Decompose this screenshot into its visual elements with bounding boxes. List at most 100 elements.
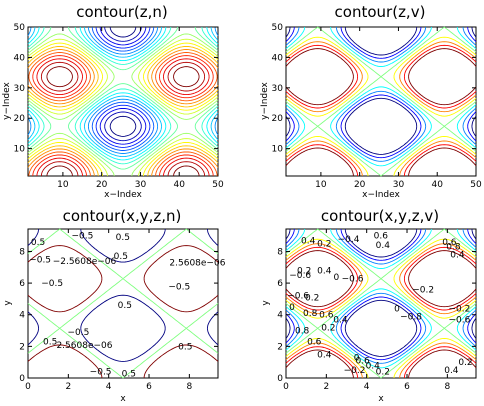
x-tick-label: 8: [186, 382, 192, 392]
contour-level: [285, 246, 477, 379]
x-tick-label: 6: [404, 382, 410, 392]
plot-frame: [285, 26, 477, 177]
contour-label: 0.2: [458, 358, 472, 368]
contour-level: [27, 26, 219, 165]
contour-label: 0.8: [295, 327, 310, 337]
contour-level: [27, 26, 219, 158]
contour-label: 0.6: [442, 238, 457, 248]
y-tick-label: 10: [14, 145, 26, 155]
contour-lines: [285, 26, 477, 177]
y-tick-label: 40: [272, 53, 284, 63]
x-tick-label: 10: [315, 180, 327, 190]
x-tick-label: 4: [106, 382, 112, 392]
contour-label: 0.6: [374, 232, 389, 242]
contour-lines: [27, 26, 219, 177]
y-tick-label: 30: [14, 84, 26, 94]
contour-level: [109, 26, 137, 137]
contour-label: 0.5: [43, 338, 57, 348]
contour-level: [28, 52, 218, 177]
contour-level: [285, 36, 477, 177]
contour-level: [285, 41, 477, 177]
contour-label: 0.5: [118, 301, 132, 311]
x-tick-label: 20: [96, 180, 108, 190]
panel-contour-x-y-z-n: contour(x,y,z,n) 0 2 4 6 8 0 2 4 6 8 −0.5 0.5 0.5 −0…: [3, 207, 226, 404]
contour-level: [27, 45, 219, 177]
contour-label: −0.6: [287, 292, 309, 302]
contour-level: [27, 26, 219, 161]
contour-level: [27, 38, 219, 177]
contour-label: −0.8: [400, 312, 422, 322]
contour-label: −2.5608e−06: [53, 257, 117, 267]
contour-label: 2.5608e−06: [56, 341, 112, 351]
x-tick-label: 10: [57, 180, 69, 190]
x-axis-label: x−Index: [362, 190, 400, 200]
contour-level: [27, 49, 219, 177]
y-tick-label: 50: [272, 23, 284, 33]
y-tick-label: 10: [272, 145, 284, 155]
y-tick-label: 6: [277, 279, 283, 289]
contour-label: 0.2: [305, 293, 319, 303]
y-tick-label: 8: [277, 247, 283, 257]
contour-level: [27, 245, 219, 379]
x-tick-label: 0: [283, 382, 289, 392]
contour-lines: [27, 228, 219, 379]
contour-label: −0.2: [344, 366, 366, 376]
contour-label: −0.4: [338, 235, 360, 245]
contour-label: −0.6: [449, 315, 471, 325]
contour-label: 0.5: [122, 369, 136, 379]
contour-label: 0.4: [376, 241, 391, 251]
contour-label: 0.4: [333, 315, 348, 325]
contour-level: [285, 238, 477, 379]
contour-level: [285, 48, 477, 177]
contour-label: −0.5: [90, 368, 112, 378]
contour-level: [46, 66, 200, 177]
contour-label: −0.6: [289, 271, 311, 281]
contour-label: 0.2: [317, 240, 331, 250]
contour-label: 0.5: [114, 252, 128, 262]
y-axis-label: y−Index: [2, 82, 12, 120]
contour-label: 2.5608e−06: [169, 259, 225, 269]
contour-label: 0.5: [116, 233, 130, 243]
y-axis-label: y: [3, 300, 13, 306]
x-axis-label: x: [120, 394, 126, 404]
contour-label: 0.2: [297, 266, 311, 276]
contour-level: [27, 26, 219, 154]
contour-level: [285, 26, 477, 155]
contour-level: [104, 26, 142, 142]
contour-label: −0.2: [449, 304, 471, 314]
y-tick-label: 30: [272, 84, 284, 94]
contour-level: [285, 250, 477, 379]
contour-level: [285, 228, 477, 357]
contour-label: 0.8: [303, 309, 318, 319]
contour-label: 0.5: [178, 342, 192, 352]
contour-label: −0.5: [168, 282, 190, 292]
contour-label: 0: [289, 303, 295, 313]
contour-label: −0.5: [72, 232, 94, 242]
x-tick-label: 30: [393, 180, 405, 190]
contour-label: 0.4: [301, 236, 316, 246]
x-axis-label: x: [378, 394, 384, 404]
x-tick-label: 40: [173, 180, 185, 190]
contour-label: 0.8: [446, 243, 461, 253]
contour-label: 0.6: [319, 311, 334, 321]
contour-level: [32, 55, 214, 177]
panel-title: contour(x,y,z,n): [63, 207, 182, 225]
contour-level: [285, 26, 477, 177]
contour-label: 0.4: [444, 366, 459, 376]
contour-level: [27, 42, 219, 177]
contour-label: 0: [354, 353, 360, 363]
contour-level: [95, 26, 151, 148]
y-tick-label: 40: [14, 53, 26, 63]
x-tick-label: 0: [25, 382, 31, 392]
y-tick-label: 8: [19, 247, 25, 257]
contour-level: [285, 26, 477, 167]
y-tick-label: 2: [19, 342, 25, 352]
axis-ticks: 0 2 4 6 8 0 2 4 6 8: [277, 229, 476, 392]
contour-level: [27, 33, 219, 177]
contour-label: 0.4: [450, 251, 465, 261]
contour-level: [285, 228, 477, 361]
contour-level: [285, 228, 477, 364]
contour-level: [285, 26, 477, 162]
